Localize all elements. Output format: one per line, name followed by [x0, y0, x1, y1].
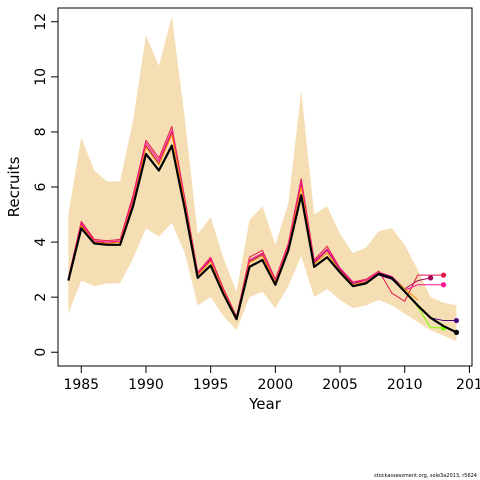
y-tick-label: 12 — [33, 13, 49, 31]
x-tick-label: 2005 — [322, 377, 358, 393]
confidence-band — [68, 16, 457, 342]
series-end-point-2 — [428, 275, 434, 281]
y-tick-label: 10 — [33, 68, 49, 86]
y-tick-label: 2 — [33, 293, 49, 302]
series-end-point-0 — [453, 329, 460, 335]
x-tick-label: 2000 — [258, 377, 294, 393]
x-tick-label: 1990 — [128, 377, 164, 393]
x-tick-label: 2010 — [387, 377, 423, 393]
confidence-band-area — [68, 16, 457, 342]
y-axis: 0 2 4 6 8 10 12 — [33, 13, 58, 357]
y-tick-label: 0 — [33, 348, 49, 357]
x-tick-label: 201 — [456, 377, 480, 393]
series-line-0 — [67, 144, 457, 334]
series-line-3 — [67, 130, 444, 319]
series-end-point-6 — [453, 317, 460, 324]
y-tick-label: 4 — [33, 238, 49, 247]
x-tick-label: 1985 — [63, 377, 99, 393]
series-lines — [67, 125, 460, 335]
y-axis-label: Recruits — [5, 156, 23, 217]
x-tick-label: 1995 — [193, 377, 229, 393]
source-credit: stockassessment.org, sole3a2013, r5624 — [374, 473, 477, 479]
series-end-point-3 — [440, 282, 447, 288]
x-axis: 1985 1990 1995 2000 2005 2010 201 — [63, 366, 480, 393]
y-tick-label: 8 — [33, 127, 49, 136]
x-axis-label: Year — [248, 395, 282, 413]
y-tick-label: 6 — [33, 182, 49, 191]
series-end-point-1 — [440, 272, 447, 278]
